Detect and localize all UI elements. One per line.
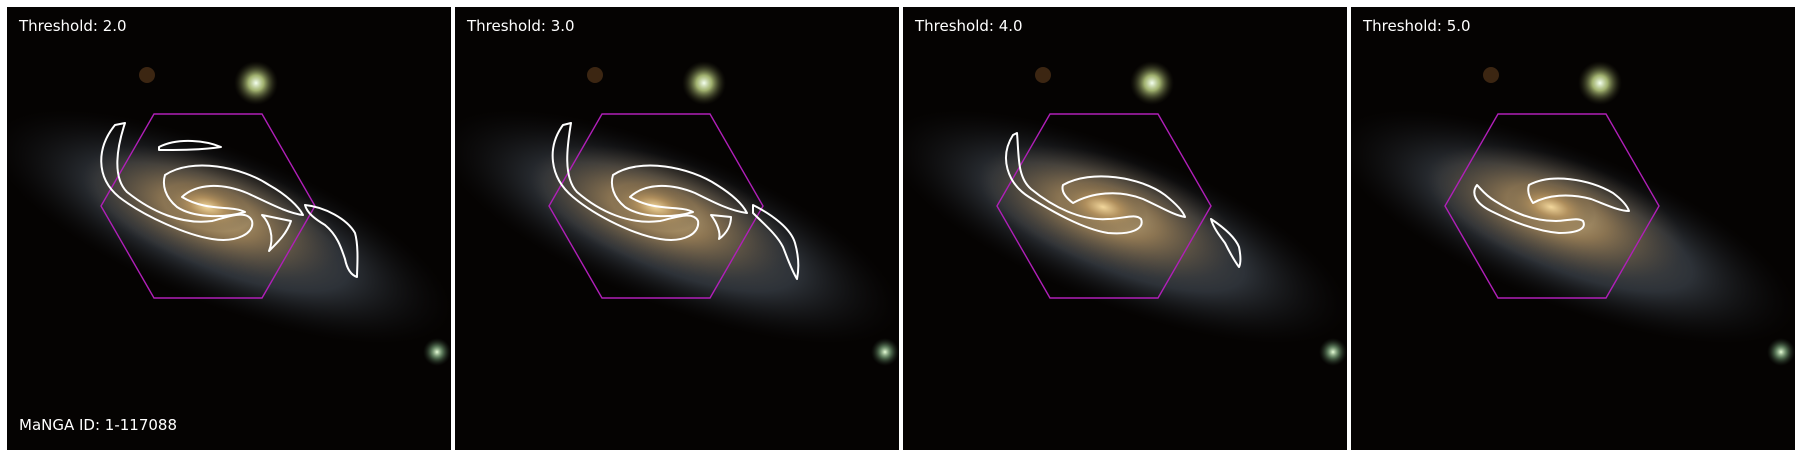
image-panel-3: Threshold: 4.0: [903, 7, 1347, 450]
galaxy-image: [455, 7, 899, 450]
ifu-hexagon: [996, 113, 1212, 299]
ifu-hexagon: [548, 113, 764, 299]
image-panel-1: Threshold: 2.0 MaNGA ID: 1-117088: [7, 7, 451, 450]
threshold-label: Threshold: 4.0: [915, 17, 1023, 35]
galaxy-image: [7, 7, 451, 450]
image-panel-4: Threshold: 5.0: [1351, 7, 1795, 450]
spiral-arm-contour: [551, 122, 800, 280]
spiral-arm-contour: [1473, 177, 1630, 234]
threshold-label: Threshold: 2.0: [19, 17, 127, 35]
ifu-hexagon: [100, 113, 316, 299]
image-panel-2: Threshold: 3.0: [455, 7, 899, 450]
threshold-label: Threshold: 5.0: [1363, 17, 1471, 35]
galaxy-image: [1351, 7, 1795, 450]
spiral-arm-contour: [1005, 132, 1242, 268]
ifu-hexagon: [1444, 113, 1660, 299]
manga-id-label: MaNGA ID: 1-117088: [19, 416, 178, 434]
spiral-arm-contour: [100, 122, 359, 278]
threshold-label: Threshold: 3.0: [467, 17, 575, 35]
galaxy-image: [903, 7, 1347, 450]
